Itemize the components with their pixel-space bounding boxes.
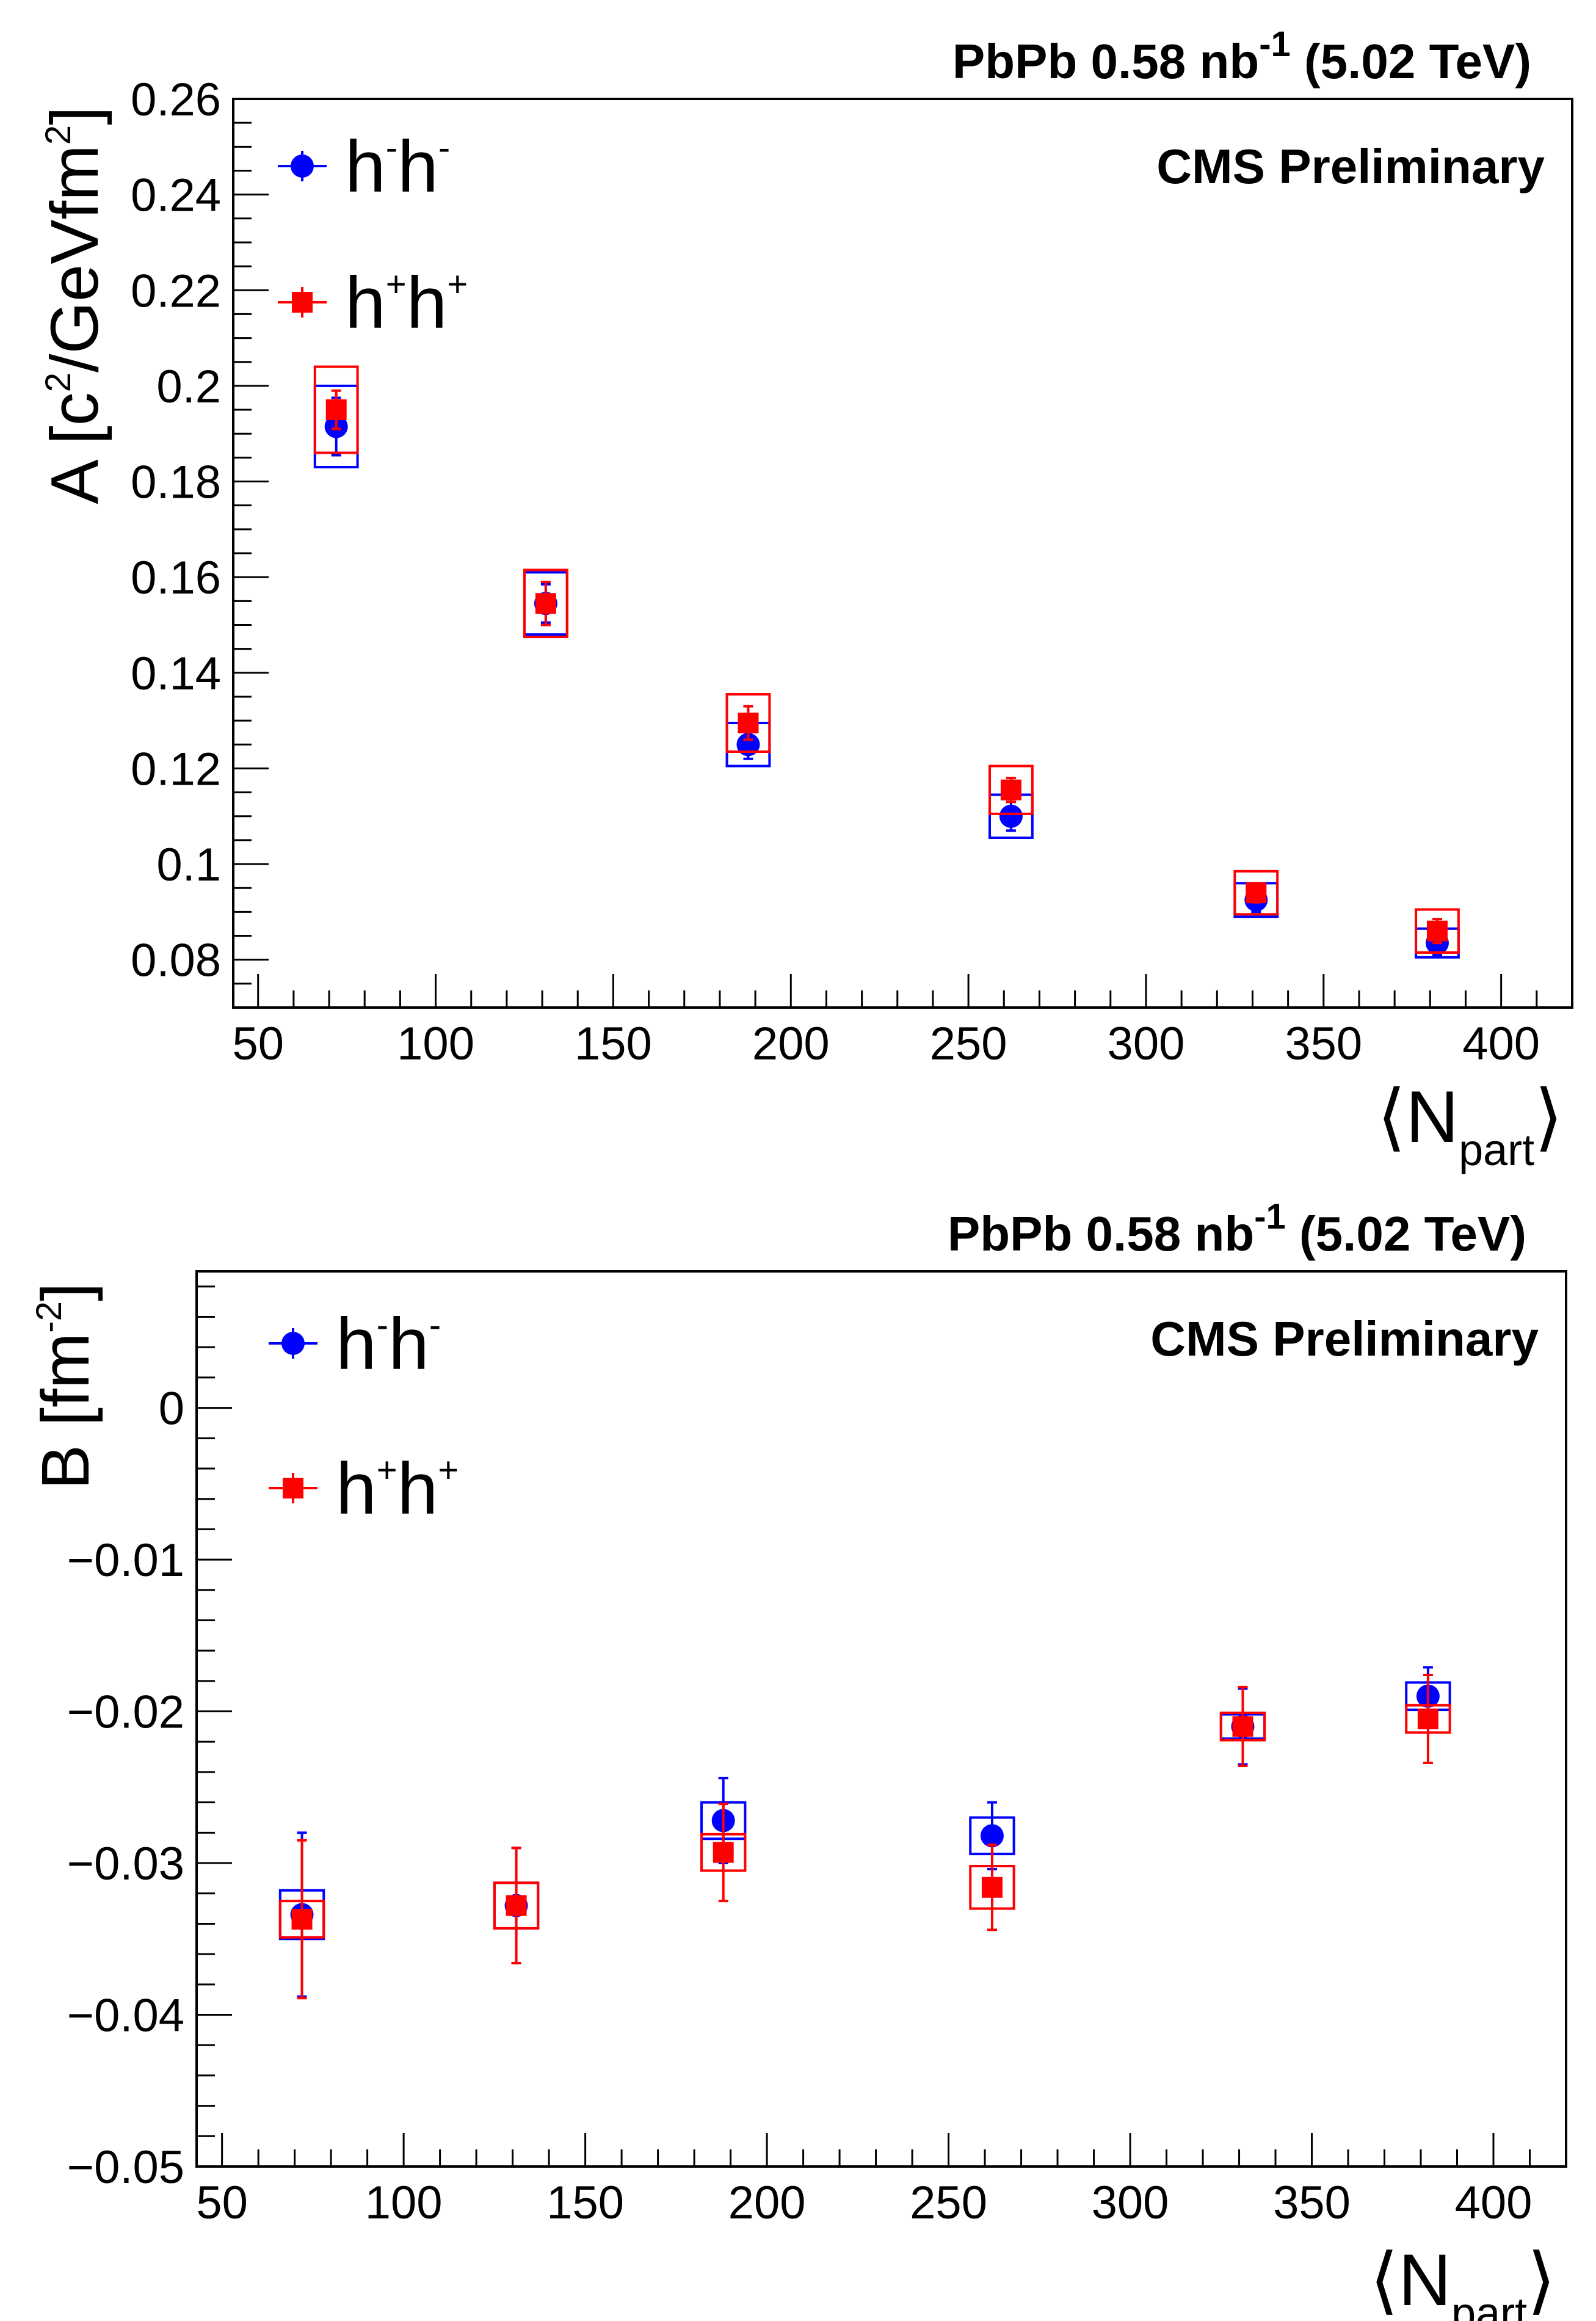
data-point-square <box>291 1908 313 1930</box>
syst-box <box>1415 908 1460 954</box>
y-tick-label: 0.26 <box>131 74 221 126</box>
data-point-square <box>713 1842 734 1863</box>
plot-frame <box>195 1270 1567 2168</box>
data-point-square <box>738 713 759 734</box>
data-point-square <box>506 1895 527 1916</box>
data-point-square <box>1246 882 1267 904</box>
x-axis-label: ⟨Npart⟩ <box>1377 1076 1563 1175</box>
y-tick-label: −0.03 <box>67 1838 184 1890</box>
legend-entry-hphp: h+h+ <box>278 262 468 344</box>
syst-box <box>725 693 771 754</box>
x-tick-label: 50 <box>232 1018 284 1070</box>
panel-b: 50 100 150 200 250 300 350 400 −0.05 −0.04 −0.03 −0… <box>28 1197 1567 2321</box>
y-tick-label: 0.2 <box>156 361 221 413</box>
data-point-square <box>981 1876 1003 1898</box>
y-axis-label: A [c2/GeVfm2] <box>37 106 112 504</box>
luminosity-header: PbPb 0.58 nb-1 (5.02 TeV) <box>948 1197 1526 1261</box>
x-tick-label: 150 <box>575 1018 652 1070</box>
data-point-square <box>1426 920 1448 942</box>
x-tick-label: 200 <box>752 1018 830 1070</box>
y-tick-label: 0.12 <box>131 743 221 795</box>
y-tick-label: 0.14 <box>131 648 221 700</box>
legend-entry-hmhm: h-h- <box>278 126 450 208</box>
legend-marker-square <box>292 292 313 313</box>
data-point-square <box>1000 779 1021 801</box>
panel-a: 50 100 150 200 250 300 350 400 0.08 0.1 0.12 0.14 0.… <box>37 24 1573 1175</box>
x-tick-label: 100 <box>365 2177 443 2229</box>
x-tick-label: 400 <box>1462 1018 1540 1070</box>
x-tick-label: 250 <box>910 2177 987 2229</box>
data-point-circle <box>980 1824 1004 1848</box>
syst-box <box>313 365 359 454</box>
y-tick-label: −0.05 <box>67 2141 184 2193</box>
y-tick-label: 0.22 <box>131 265 221 317</box>
legend-marker-circle <box>291 154 314 178</box>
data-point-square <box>1417 1709 1438 1729</box>
legend-marker-square <box>283 1478 303 1498</box>
y-tick-label: 0.1 <box>156 839 221 891</box>
y-tick-label: −0.02 <box>67 1687 184 1738</box>
data-point-circle <box>999 804 1023 828</box>
x-tick-label: 350 <box>1273 2177 1351 2229</box>
data-point-square <box>1232 1716 1253 1737</box>
data-point-circle <box>736 733 760 757</box>
x-tick-label: 250 <box>930 1018 1007 1070</box>
x-axis-label: ⟨Npart⟩ <box>1370 2239 1556 2321</box>
y-tick-label: 0 <box>159 1383 184 1435</box>
legend-marker-circle <box>281 1332 305 1355</box>
x-tick-label: 100 <box>397 1018 474 1070</box>
data-point-square <box>535 593 556 614</box>
syst-box <box>988 765 1034 815</box>
series-hphp <box>278 1673 1451 2000</box>
y-tick-label: 0.08 <box>131 935 221 987</box>
y-tick-label: −0.01 <box>67 1535 184 1586</box>
legend-label: h-h- <box>345 126 450 208</box>
series-hphp <box>313 365 1460 954</box>
x-tick-label: 300 <box>1108 1018 1185 1070</box>
cms-preliminary-label: CMS Preliminary <box>1156 139 1545 194</box>
cms-preliminary-label: CMS Preliminary <box>1150 1312 1539 1366</box>
x-tick-label: 50 <box>196 2177 248 2229</box>
legend-entry-hphp: h+h+ <box>269 1448 459 1530</box>
y-tick-label: −0.04 <box>67 1990 184 2042</box>
y-axis-label: B [fm-2] <box>28 1283 103 1490</box>
y-tick-label: 0.18 <box>131 457 221 509</box>
data-point-square <box>325 399 347 421</box>
syst-box <box>1233 870 1279 916</box>
y-tick-label: 0.24 <box>131 170 221 222</box>
syst-box <box>523 568 568 639</box>
luminosity-header: PbPb 0.58 nb-1 (5.02 TeV) <box>952 24 1531 89</box>
legend-label: h+h+ <box>336 1448 459 1530</box>
legend-label: h+h+ <box>345 262 468 344</box>
x-tick-label: 200 <box>728 2177 806 2229</box>
x-tick-label: 400 <box>1455 2177 1533 2229</box>
y-tick-label: 0.16 <box>131 552 221 604</box>
legend-entry-hmhm: h-h- <box>269 1303 441 1385</box>
legend-label: h-h- <box>336 1303 441 1385</box>
x-tick-label: 150 <box>546 2177 624 2229</box>
x-tick-label: 300 <box>1092 2177 1169 2229</box>
x-tick-label: 350 <box>1285 1018 1362 1070</box>
